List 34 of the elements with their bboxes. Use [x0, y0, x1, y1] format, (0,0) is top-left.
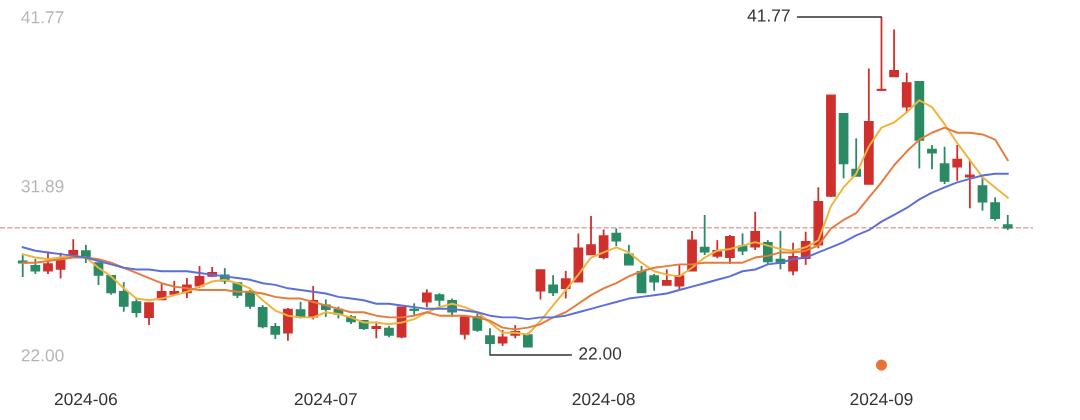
candlestick [257, 304, 268, 330]
x-tick-label: 2024-08 [572, 392, 635, 406]
candlestick [560, 269, 571, 300]
candlestick [624, 243, 634, 266]
y-tick-label: 31.89 [21, 180, 64, 193]
candlestick [927, 144, 937, 171]
y-tick-label: 22.00 [21, 349, 64, 362]
x-tick-label: 2024-09 [850, 392, 913, 406]
candlestick [118, 281, 129, 313]
candlestick [283, 307, 293, 342]
x-tick-label: 2024-07 [294, 392, 357, 406]
line-series [21, 172, 1009, 321]
candlestick [472, 312, 483, 333]
candlestick [699, 214, 710, 256]
candlestick [939, 145, 950, 185]
candlestick [952, 144, 963, 182]
x-tick-label: 2024-06 [54, 392, 117, 406]
candlestick [977, 175, 988, 212]
candlestick [876, 16, 887, 92]
candlestick [81, 243, 91, 264]
candlestick [964, 159, 975, 210]
candlestick [245, 289, 255, 310]
candlestick [535, 269, 546, 301]
candlestick [889, 28, 899, 78]
annotation: 22.00 [579, 347, 622, 360]
candlestick [548, 274, 558, 297]
candlestick [485, 327, 495, 356]
candlestick [990, 196, 1000, 222]
candlestick [131, 297, 142, 319]
candlestick [43, 250, 53, 275]
candlestick [144, 302, 154, 326]
annotation: 41.77 [747, 9, 790, 22]
y-tick-label: 41.77 [21, 11, 64, 24]
candlestick [586, 215, 596, 256]
